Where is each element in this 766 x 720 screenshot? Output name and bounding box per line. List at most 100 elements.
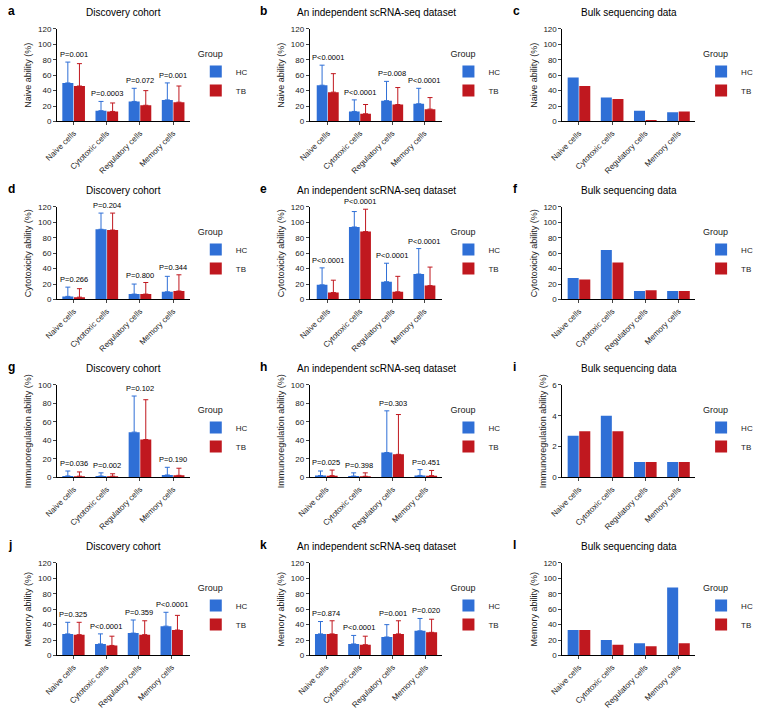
svg-text:P<0.0001: P<0.0001 (408, 76, 440, 85)
svg-text:P=0.451: P=0.451 (412, 458, 440, 467)
svg-text:Cytotoxicity ability (%): Cytotoxicity ability (%) (276, 209, 286, 297)
svg-text:Naive cells: Naive cells (44, 663, 78, 697)
svg-text:TB: TB (488, 265, 498, 274)
svg-text:TB: TB (741, 87, 751, 96)
svg-text:40: 40 (43, 86, 52, 95)
svg-text:Memory ability (%): Memory ability (%) (529, 572, 539, 647)
svg-text:An independent scRNA-seq datas: An independent scRNA-seq dataset (297, 541, 456, 552)
svg-text:Regulatory cells: Regulatory cells (98, 485, 145, 532)
svg-text:20: 20 (548, 636, 557, 645)
svg-text:Group: Group (450, 227, 475, 237)
svg-text:P=0.001: P=0.001 (159, 71, 187, 80)
svg-text:Discovery cohort: Discovery cohort (86, 363, 161, 374)
svg-text:P=0.398: P=0.398 (345, 461, 373, 470)
svg-text:TB: TB (741, 621, 751, 630)
svg-text:Discovery cohort: Discovery cohort (86, 7, 161, 18)
svg-text:TB: TB (488, 443, 498, 452)
svg-text:Cytotoxic cells: Cytotoxic cells (69, 129, 112, 172)
svg-text:TB: TB (236, 621, 246, 630)
svg-text:Memory cells: Memory cells (389, 307, 429, 347)
svg-text:Cytotoxic cells: Cytotoxic cells (574, 307, 617, 350)
svg-text:Naive cells: Naive cells (297, 663, 331, 697)
svg-text:Bulk sequencing data: Bulk sequencing data (581, 363, 677, 374)
svg-text:P=0.303: P=0.303 (379, 399, 407, 408)
svg-text:TB: TB (236, 265, 246, 274)
svg-text:Naive cells: Naive cells (298, 307, 332, 341)
svg-text:Cytotoxic cells: Cytotoxic cells (574, 485, 617, 528)
svg-text:P<0.0001: P<0.0001 (90, 622, 122, 631)
svg-text:100: 100 (291, 574, 305, 583)
svg-text:0: 0 (300, 117, 305, 126)
svg-text:20: 20 (548, 102, 557, 111)
svg-text:HC: HC (741, 602, 753, 611)
svg-text:20: 20 (43, 636, 52, 645)
svg-text:40: 40 (43, 436, 52, 445)
svg-text:Naive ability (%): Naive ability (%) (23, 43, 33, 108)
svg-text:Regulatory cells: Regulatory cells (350, 485, 397, 532)
svg-text:2: 2 (552, 442, 557, 451)
svg-text:Regulatory cells: Regulatory cells (350, 129, 397, 176)
svg-text:100: 100 (291, 40, 305, 49)
svg-text:0: 0 (552, 473, 557, 482)
svg-text:120: 120 (543, 559, 557, 568)
svg-text:P=0.266: P=0.266 (60, 275, 88, 284)
svg-text:HC: HC (236, 68, 248, 77)
svg-text:80: 80 (43, 234, 52, 243)
svg-text:60: 60 (295, 418, 304, 427)
svg-text:P=0.344: P=0.344 (159, 263, 187, 272)
svg-text:h: h (260, 360, 267, 374)
svg-text:20: 20 (295, 636, 304, 645)
svg-text:100: 100 (543, 40, 557, 49)
svg-text:Cytotoxic cells: Cytotoxic cells (322, 307, 365, 350)
svg-text:TB: TB (741, 443, 751, 452)
svg-text:120: 120 (291, 203, 305, 212)
svg-text:100: 100 (38, 381, 52, 390)
svg-text:Regulatory cells: Regulatory cells (98, 307, 145, 354)
svg-text:Regulatory cells: Regulatory cells (350, 663, 397, 710)
svg-text:P=0.025: P=0.025 (312, 458, 340, 467)
svg-text:40: 40 (295, 620, 304, 629)
svg-text:Cytotoxic cells: Cytotoxic cells (574, 663, 617, 706)
svg-text:HC: HC (741, 246, 753, 255)
svg-text:Regulatory cells: Regulatory cells (98, 129, 145, 176)
svg-text:20: 20 (43, 280, 52, 289)
svg-text:60: 60 (548, 71, 557, 80)
svg-text:c: c (513, 4, 520, 18)
svg-text:HC: HC (236, 424, 248, 433)
svg-text:Cytotoxic cells: Cytotoxic cells (68, 663, 111, 706)
svg-text:0: 0 (300, 473, 305, 482)
svg-text:100: 100 (38, 40, 52, 49)
svg-text:20: 20 (295, 102, 304, 111)
svg-text:0: 0 (552, 117, 557, 126)
svg-text:TB: TB (741, 265, 751, 274)
svg-text:40: 40 (548, 620, 557, 629)
svg-text:Naive ability (%): Naive ability (%) (529, 43, 539, 108)
svg-text:HC: HC (488, 424, 500, 433)
svg-text:Regulatory cells: Regulatory cells (603, 307, 650, 354)
svg-text:Immunoregulation ability (%): Immunoregulation ability (%) (276, 374, 286, 488)
svg-text:Naive cells: Naive cells (549, 129, 583, 163)
svg-text:100: 100 (543, 218, 557, 227)
svg-text:Discovery cohort: Discovery cohort (86, 185, 161, 196)
svg-text:P=0.008: P=0.008 (378, 69, 406, 78)
svg-text:i: i (513, 360, 516, 374)
svg-text:P=0.359: P=0.359 (125, 608, 153, 617)
svg-text:6: 6 (552, 381, 557, 390)
svg-text:120: 120 (38, 25, 52, 34)
svg-text:0: 0 (300, 651, 305, 660)
svg-text:HC: HC (741, 424, 753, 433)
svg-text:80: 80 (295, 590, 304, 599)
svg-text:j: j (8, 538, 12, 552)
svg-text:100: 100 (291, 381, 305, 390)
svg-text:120: 120 (38, 559, 52, 568)
svg-text:P<0.0001: P<0.0001 (376, 251, 408, 260)
svg-text:80: 80 (43, 56, 52, 65)
svg-text:HC: HC (236, 602, 248, 611)
svg-text:0: 0 (47, 295, 52, 304)
svg-text:40: 40 (295, 264, 304, 273)
svg-text:0: 0 (47, 117, 52, 126)
svg-text:P=0.874: P=0.874 (312, 609, 340, 618)
svg-text:Regulatory cells: Regulatory cells (350, 307, 397, 354)
svg-text:k: k (260, 538, 267, 552)
svg-text:Group: Group (703, 227, 728, 237)
